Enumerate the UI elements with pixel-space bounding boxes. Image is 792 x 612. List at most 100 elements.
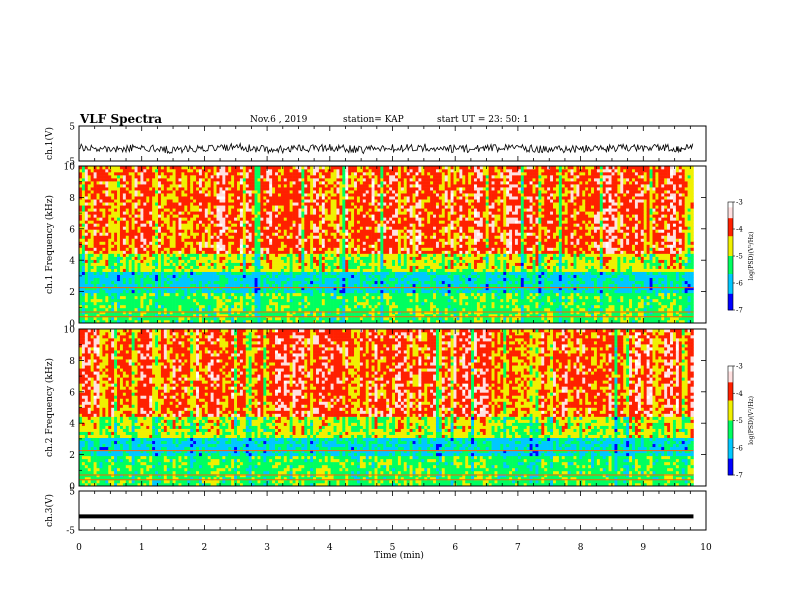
spectrogram-cell: [234, 199, 237, 202]
spectrogram-cell: [176, 248, 179, 251]
spectrogram-cell: [146, 245, 149, 248]
spectrogram-cell: [117, 284, 120, 287]
spectrogram-cell: [214, 208, 217, 211]
spectrogram-cell: [105, 245, 108, 248]
spectrogram-cell: [196, 181, 199, 184]
spectrogram-cell: [111, 238, 114, 241]
spectrogram-cell: [196, 302, 199, 305]
spectrogram-cell: [205, 181, 208, 184]
spectrogram-cell: [97, 196, 100, 199]
spectrogram-cell: [102, 238, 105, 241]
spectrogram-cell: [214, 190, 217, 193]
spectrogram-cell: [138, 308, 141, 311]
spectrogram-cell: [161, 187, 164, 190]
spectrogram-cell: [211, 275, 214, 278]
spectrogram-cell: [143, 232, 146, 235]
spectrogram-cell: [214, 302, 217, 305]
spectrogram-cell: [199, 305, 202, 308]
spectrogram-cell: [152, 223, 155, 226]
spectrogram-cell: [123, 169, 126, 172]
spectrogram-cell: [252, 211, 255, 214]
spectrogram-cell: [94, 302, 97, 305]
spectrogram-cell: [167, 208, 170, 211]
spectrogram-cell: [82, 263, 85, 266]
spectrogram-cell: [202, 199, 205, 202]
spectrogram-cell: [222, 260, 225, 263]
spectrogram-cell: [211, 296, 214, 299]
spectrogram-cell: [199, 293, 202, 296]
spectrogram-cell: [178, 235, 181, 238]
spectrogram-cell: [219, 317, 222, 320]
spectrogram-cell: [231, 266, 234, 269]
spectrogram-cell: [208, 272, 211, 275]
spectrogram-cell: [85, 202, 88, 205]
spectrogram-cell: [237, 190, 240, 193]
spectrogram-cell: [176, 251, 179, 254]
spectrogram-cell: [255, 269, 258, 272]
spectrogram-cell: [187, 187, 190, 190]
spectrogram-cell: [243, 260, 246, 263]
spectrogram-cell: [149, 211, 152, 214]
spectrogram-cell: [149, 284, 152, 287]
spectrogram-cell: [91, 260, 94, 263]
spectrogram-cell: [99, 275, 102, 278]
spectrogram-cell: [82, 238, 85, 241]
spectrogram-cell: [219, 290, 222, 293]
spectrogram-cell: [184, 299, 187, 302]
spectrogram-cell: [167, 193, 170, 196]
spectrogram-cell: [97, 275, 100, 278]
spectrogram-cell: [97, 238, 100, 241]
spectrogram-cell: [217, 260, 220, 263]
spectrogram-cell: [187, 211, 190, 214]
spectrogram-cell: [234, 281, 237, 284]
spectrogram-cell: [217, 172, 220, 175]
spectrogram-cell: [176, 184, 179, 187]
spectrogram-cell: [208, 223, 211, 226]
spectrogram-cell: [158, 238, 161, 241]
spectrogram-cell: [243, 178, 246, 181]
spectrogram-cell: [105, 317, 108, 320]
spectrogram-cell: [228, 272, 231, 275]
spectrogram-cell: [111, 317, 114, 320]
spectrogram-cell: [190, 284, 193, 287]
spectrogram-cell: [97, 305, 100, 308]
spectrogram-cell: [152, 299, 155, 302]
spectrogram-cell: [199, 260, 202, 263]
spectrogram-cell: [240, 308, 243, 311]
spectrogram-cell: [211, 311, 214, 314]
spectrogram-cell: [205, 293, 208, 296]
spectrogram-cell: [184, 208, 187, 211]
spectrogram-cell: [114, 202, 117, 205]
spectrogram-cell: [184, 308, 187, 311]
spectrogram-cell: [138, 251, 141, 254]
spectrogram-cell: [211, 238, 214, 241]
spectrogram-cell: [187, 275, 190, 278]
spectrogram-cell: [146, 172, 149, 175]
spectrogram-cell: [243, 248, 246, 251]
spectrogram-cell: [243, 299, 246, 302]
spectrogram-cell: [196, 211, 199, 214]
spectrogram-cell: [85, 214, 88, 217]
spectrogram-cell: [228, 181, 231, 184]
spectrogram-cell: [176, 211, 179, 214]
spectrogram-cell: [167, 257, 170, 260]
spectrogram-cell: [85, 263, 88, 266]
spectrogram-cell: [111, 311, 114, 314]
spectrogram-cell: [193, 235, 196, 238]
spectrogram-cell: [240, 257, 243, 260]
spectrogram-cell: [97, 190, 100, 193]
spectrogram-cell: [149, 193, 152, 196]
spectrogram-cell: [140, 290, 143, 293]
spectrogram-cell: [211, 278, 214, 281]
spectrogram-cell: [237, 178, 240, 181]
spectrogram-cell: [129, 187, 132, 190]
spectrogram-cell: [105, 220, 108, 223]
spectrogram-cell: [155, 293, 158, 296]
spectrogram-cell: [214, 232, 217, 235]
spectrogram-cell: [143, 299, 146, 302]
spectrogram-cell: [246, 272, 249, 275]
spectrogram-cell: [214, 241, 217, 244]
spectrogram-cell: [184, 205, 187, 208]
spectrogram-cell: [132, 302, 135, 305]
spectrogram-cell: [164, 302, 167, 305]
